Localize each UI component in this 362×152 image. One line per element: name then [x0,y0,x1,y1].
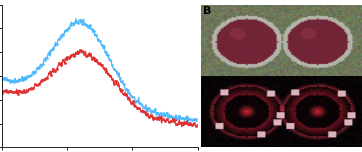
Text: B: B [203,6,211,16]
